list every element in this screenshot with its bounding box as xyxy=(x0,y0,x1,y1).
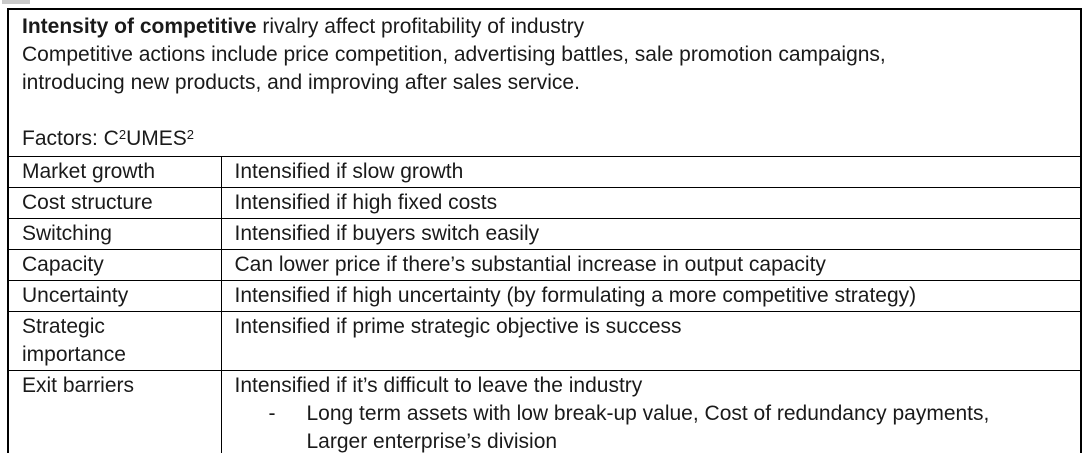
factor-cell: Cost structure xyxy=(7,187,222,219)
table-row-capacity: Capacity Can lower price if there’s subs… xyxy=(7,249,1082,281)
intro-title-bold: Intensity of competitive xyxy=(22,15,257,38)
factors-prefix: Factors: C xyxy=(22,127,119,150)
factor-cell: Strategic importance xyxy=(7,311,222,371)
bullet-dash: - xyxy=(268,402,276,425)
intro-row: Intensity of competitive rivalry affect … xyxy=(7,8,1082,157)
table-row-uncertainty: Uncertainty Intensified if high uncertai… xyxy=(7,280,1082,312)
factor-cell: Capacity xyxy=(7,249,222,281)
effect-text: Intensified if it’s difficult to leave t… xyxy=(234,374,643,397)
intro-description-line2: introducing new products, and improving … xyxy=(22,71,580,94)
crop-artifact xyxy=(2,0,30,4)
bullet-line1: Long term assets with low break-up value… xyxy=(306,402,990,425)
blank-line xyxy=(22,97,1070,125)
effect-cell: Intensified if high fixed costs xyxy=(220,187,1082,219)
factor-cell: Switching xyxy=(7,218,222,250)
factor-cell: Uncertainty xyxy=(7,280,222,312)
rivalry-table: Intensity of competitive rivalry affect … xyxy=(7,8,1082,453)
effect-cell: Intensified if slow growth xyxy=(220,156,1082,188)
table-row-exit-barriers: Exit barriers Intensified if it’s diffic… xyxy=(7,370,1082,453)
bullet-line2: Larger enterprise’s division xyxy=(306,430,558,453)
bullet-item: - Long term assets with low break-up val… xyxy=(235,400,1073,453)
factor-cell: Market growth xyxy=(7,156,222,188)
table-row-switching: Switching Intensified if buyers switch e… xyxy=(7,218,1082,250)
table-row-market-growth: Market growth Intensified if slow growth xyxy=(7,156,1082,188)
effect-cell: Intensified if it’s difficult to leave t… xyxy=(220,370,1082,453)
factors-superscript-2: 2 xyxy=(186,127,195,142)
effect-cell: Intensified if prime strategic objective… xyxy=(220,311,1082,371)
effect-cell: Can lower price if there’s substantial i… xyxy=(220,249,1082,281)
factors-superscript-1: 2 xyxy=(118,127,127,142)
bullet-text: Long term assets with low break-up value… xyxy=(307,400,1073,453)
intro-title-rest: rivalry affect profitability of industry xyxy=(256,15,585,38)
table-row-cost-structure: Cost structure Intensified if high fixed… xyxy=(7,187,1082,219)
effect-cell: Intensified if high uncertainty (by form… xyxy=(220,280,1082,312)
intro-title: Intensity of competitive rivalry affect … xyxy=(22,13,1070,41)
intro-description-line1: Competitive actions include price compet… xyxy=(22,43,886,66)
factors-mid: UMES xyxy=(126,127,187,150)
factor-cell: Exit barriers xyxy=(7,370,222,453)
effect-cell: Intensified if buyers switch easily xyxy=(220,218,1082,250)
intro-cell: Intensity of competitive rivalry affect … xyxy=(7,8,1082,157)
factors-line: Factors: C2UMES2 xyxy=(22,125,1070,153)
table-row-strategic-importance: Strategic importance Intensified if prim… xyxy=(7,311,1082,371)
